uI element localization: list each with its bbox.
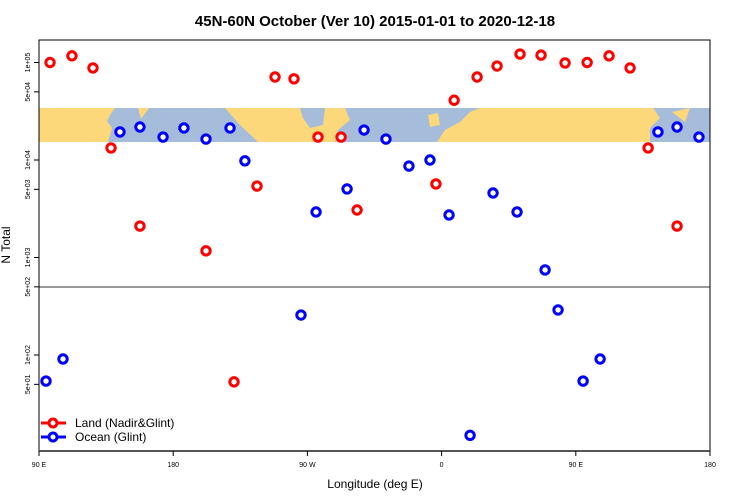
- y-tick-label: 5e+01: [25, 374, 32, 394]
- land-point: [66, 50, 78, 62]
- ocean-point: [424, 154, 436, 166]
- x-tick-label: 90 E: [32, 462, 47, 469]
- ocean-point: [134, 121, 146, 133]
- ocean-point: [552, 304, 564, 316]
- ocean-point: [511, 206, 523, 218]
- legend-marker-land: [47, 417, 59, 429]
- land-point: [351, 204, 363, 216]
- ocean-point: [200, 133, 212, 145]
- x-tick-label: 180: [704, 462, 716, 469]
- land-point: [491, 60, 503, 72]
- map-band: [39, 108, 710, 142]
- ocean-point: [487, 187, 499, 199]
- land-point: [228, 376, 240, 388]
- ocean-point: [295, 309, 307, 321]
- ocean-point: [40, 375, 52, 387]
- ocean-point: [443, 209, 455, 221]
- ocean-point: [239, 155, 251, 167]
- x-tick-label: 180: [167, 462, 179, 469]
- legend-item-ocean: Ocean (Glint): [41, 430, 146, 444]
- ocean-point: [464, 429, 476, 442]
- ocean-point: [224, 122, 236, 134]
- land-point: [559, 57, 571, 69]
- ocean-point: [310, 206, 322, 218]
- x-tick-label: 0: [440, 462, 444, 469]
- land-point: [251, 180, 263, 192]
- y-tick-label: 1e+03: [25, 248, 32, 268]
- y-ticks: 1e+05 5e+04 1e+04 5e+03 1e+03 5e+02 1e+02 5e+01: [25, 53, 39, 394]
- land-point: [471, 71, 483, 83]
- land-point: [335, 131, 347, 143]
- land-point: [87, 62, 99, 74]
- land-point: [200, 245, 212, 257]
- points: [40, 48, 705, 442]
- legend-label-ocean: Ocean (Glint): [75, 430, 146, 444]
- y-tick-label: 1e+02: [25, 345, 32, 365]
- ocean-point: [114, 126, 126, 138]
- ocean-point: [671, 121, 683, 133]
- land-point: [134, 220, 146, 232]
- ocean-point: [577, 375, 589, 387]
- ocean-point: [341, 183, 353, 195]
- land-point: [269, 71, 281, 83]
- land-point: [642, 142, 654, 154]
- ocean-point: [403, 160, 415, 172]
- y-tick-label: 5e+04: [25, 82, 32, 102]
- ocean-point: [178, 122, 190, 134]
- land-point: [430, 178, 442, 190]
- land-point: [581, 56, 593, 69]
- land-point: [448, 94, 460, 106]
- legend-label-land: Land (Nadir&Glint): [75, 416, 174, 430]
- ocean-point: [539, 264, 551, 276]
- y-tick-label: 5e+02: [25, 277, 32, 297]
- y-tick-label: 1e+05: [25, 53, 32, 73]
- land-point: [535, 49, 547, 61]
- y-tick-label: 1e+04: [25, 150, 32, 170]
- ocean-point: [358, 124, 370, 136]
- ocean-point: [57, 353, 69, 365]
- chart-title: 45N-60N October (Ver 10) 2015-01-01 to 2…: [195, 13, 555, 30]
- legend-marker-ocean: [47, 431, 59, 443]
- ocean-point: [157, 131, 169, 143]
- x-tick-label: 90 E: [569, 462, 584, 469]
- ocean-point: [380, 133, 392, 145]
- ocean-point: [652, 126, 664, 138]
- land-point: [312, 131, 324, 143]
- legend-item-land: Land (Nadir&Glint): [41, 416, 174, 430]
- plot-frame: [38, 39, 711, 452]
- land-point: [105, 142, 117, 154]
- land-point: [624, 62, 636, 74]
- ocean-point: [693, 131, 705, 143]
- y-tick-label: 5e+03: [25, 179, 32, 199]
- land-point: [288, 73, 300, 85]
- x-axis-label: Longitude (deg E): [327, 477, 422, 491]
- land-point: [44, 56, 56, 69]
- land-point: [671, 220, 683, 232]
- land-point: [514, 48, 526, 60]
- x-ticks: 90 E 180 90 W 0 90 E 180: [32, 451, 716, 469]
- legend: Land (Nadir&Glint) Ocean (Glint): [41, 416, 174, 444]
- y-axis-label: N Total: [0, 226, 13, 263]
- land-point: [603, 50, 615, 62]
- x-tick-label: 90 W: [299, 462, 316, 469]
- map-land: [39, 108, 690, 142]
- ocean-point: [594, 353, 606, 365]
